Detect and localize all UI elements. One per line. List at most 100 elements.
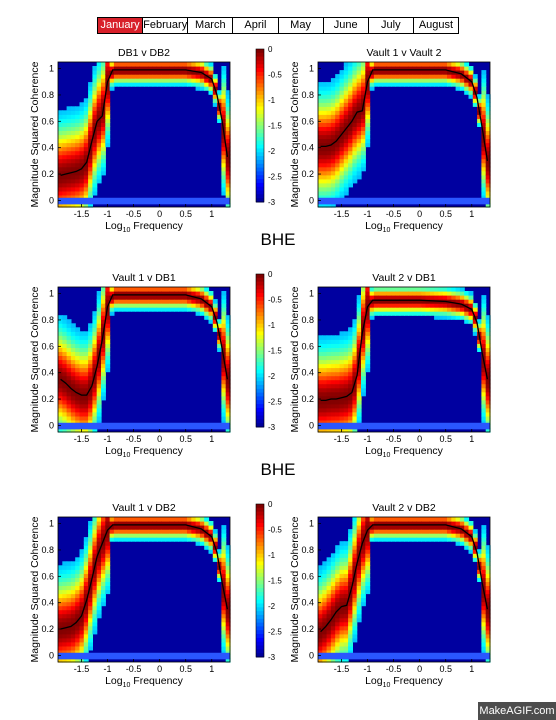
heatmap-cell	[356, 343, 362, 348]
heatmap-cell	[335, 90, 341, 95]
heatmap-cell	[373, 66, 379, 71]
heatmap-cell	[330, 415, 336, 421]
month-tab-april[interactable]: April	[233, 18, 279, 33]
heatmap-cell	[79, 339, 85, 344]
heatmap-cell	[75, 593, 81, 599]
heatmap-cell	[326, 130, 332, 136]
month-tab-february[interactable]: February	[143, 18, 189, 33]
heatmap-cell	[318, 150, 323, 156]
heatmap-cell	[330, 553, 336, 558]
heatmap-cell	[79, 561, 85, 566]
heatmap-cell	[126, 533, 132, 538]
colorbar-cell	[256, 102, 264, 107]
colorbar-tick-label: -3	[268, 653, 276, 662]
heatmap-cell	[378, 66, 384, 71]
heatmap-cell	[318, 367, 323, 373]
heatmap-cell	[70, 194, 76, 200]
heatmap-cell	[131, 295, 136, 300]
heatmap-cell	[221, 166, 227, 172]
heatmap-cell	[92, 557, 98, 562]
heatmap-cell	[318, 395, 323, 401]
heatmap-cell	[348, 633, 353, 639]
month-tab-august[interactable]: August	[413, 18, 458, 33]
heatmap-cell	[105, 565, 111, 570]
heatmap-cell	[322, 186, 328, 192]
heatmap-cell	[481, 106, 487, 111]
x-tick-label: 0	[417, 664, 422, 674]
heatmap-cell	[477, 569, 482, 574]
heatmap-cell	[58, 367, 63, 373]
heatmap-cell	[434, 70, 439, 75]
heatmap-cell	[169, 291, 175, 296]
heatmap-cell	[318, 633, 323, 639]
heatmap-cell	[318, 178, 323, 184]
heatmap-cell	[335, 371, 341, 377]
heatmap-cell	[438, 70, 444, 75]
heatmap-cell	[318, 375, 323, 381]
heatmap-cell	[425, 287, 431, 292]
heatmap-cell	[361, 549, 366, 554]
heatmap-cell	[182, 74, 188, 79]
heatmap-cell	[352, 62, 358, 67]
heatmap-cell	[330, 367, 336, 373]
heatmap-cell	[335, 593, 341, 599]
heatmap-cell	[101, 533, 106, 538]
colorbar-cell	[256, 561, 264, 566]
month-tab-march[interactable]: March	[188, 18, 234, 33]
heatmap-cell	[391, 82, 396, 87]
heatmap-cell	[330, 399, 336, 405]
heatmap-cell	[144, 295, 149, 300]
heatmap-cell	[156, 62, 162, 67]
heatmap-cell	[481, 110, 487, 115]
heatmap-cell	[361, 359, 366, 365]
heatmap-cell	[348, 110, 353, 115]
heatmap-cell	[126, 291, 132, 296]
heatmap-cell	[339, 355, 345, 361]
heatmap-cell	[135, 299, 141, 304]
heatmap-cell	[88, 601, 93, 607]
heatmap-cell	[343, 178, 349, 184]
heatmap-cell	[365, 130, 371, 136]
heatmap-cell	[391, 533, 396, 538]
heatmap-cell	[221, 363, 227, 369]
heatmap-cell	[352, 118, 358, 123]
heatmap-cell	[343, 355, 349, 361]
heatmap-cell	[442, 66, 448, 71]
heatmap-cell	[75, 557, 81, 562]
heatmap-cell	[92, 428, 98, 433]
heatmap-cell	[88, 585, 93, 591]
month-tab-january[interactable]: January	[98, 18, 144, 33]
heatmap-cell	[92, 315, 98, 320]
heatmap-cell	[88, 549, 93, 554]
heatmap-cell	[75, 613, 81, 619]
heatmap-cell	[326, 190, 332, 196]
heatmap-cell	[335, 649, 341, 655]
heatmap-cell	[161, 291, 167, 296]
heatmap-cell	[139, 62, 145, 67]
heatmap-cell	[343, 106, 349, 111]
heatmap-cell	[62, 110, 68, 115]
heatmap-cell	[481, 597, 487, 603]
heatmap-cell	[425, 74, 431, 79]
heatmap-cell	[165, 517, 171, 522]
heatmap-cell	[70, 331, 76, 336]
heatmap-cell	[386, 311, 392, 316]
heatmap-cell	[118, 82, 124, 87]
heatmap-cell	[148, 62, 154, 67]
heatmap-cell	[378, 533, 384, 538]
heatmap-cell	[464, 86, 470, 91]
heatmap-cell	[438, 315, 444, 320]
month-tab-july[interactable]: July	[368, 18, 414, 33]
heatmap-cell	[481, 395, 487, 401]
heatmap-cell	[225, 166, 231, 172]
heatmap-cell	[361, 557, 366, 562]
heatmap-cell	[92, 525, 98, 530]
month-tab-june[interactable]: June	[323, 18, 369, 33]
heatmap-cell	[352, 533, 358, 538]
heatmap-cell	[343, 553, 349, 558]
heatmap-cell	[339, 363, 345, 369]
heatmap-cell	[66, 609, 72, 615]
heatmap-cell	[339, 419, 345, 425]
month-tab-may[interactable]: May	[278, 18, 324, 33]
